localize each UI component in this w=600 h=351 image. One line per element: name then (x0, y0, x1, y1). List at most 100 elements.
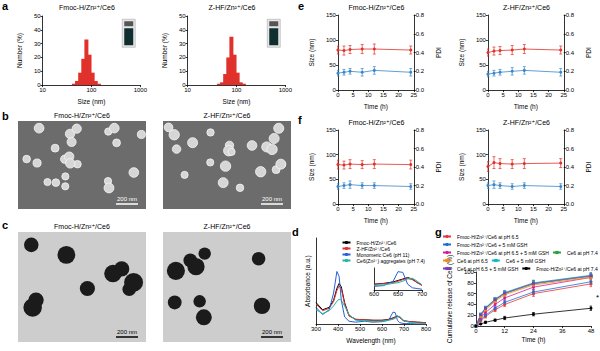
svg-text:Z-HF/Zn²⁺/Ce6: Z-HF/Zn²⁺/Ce6 (503, 4, 550, 11)
svg-text:15: 15 (380, 206, 387, 212)
svg-text:50: 50 (34, 13, 41, 19)
svg-text:Size (nm): Size (nm) (458, 39, 466, 67)
svg-text:10: 10 (365, 92, 372, 98)
svg-text:300: 300 (311, 326, 322, 332)
svg-text:200 nm: 200 nm (117, 196, 137, 202)
svg-text:Ce6 at pH 6.5: Ce6 at pH 6.5 (457, 258, 488, 264)
svg-text:0.2: 0.2 (416, 68, 425, 74)
svg-text:Time (h): Time (h) (514, 217, 538, 225)
svg-text:10: 10 (184, 87, 191, 93)
svg-text:20: 20 (545, 206, 552, 212)
svg-text:20: 20 (179, 54, 186, 60)
svg-text:0.0: 0.0 (416, 87, 425, 93)
svg-text:50: 50 (479, 176, 486, 182)
svg-text:500: 500 (355, 326, 366, 332)
svg-text:0.0: 0.0 (566, 201, 575, 207)
svg-text:80: 80 (467, 280, 474, 286)
svg-text:0: 0 (486, 206, 490, 212)
svg-text:100: 100 (326, 152, 337, 158)
svg-text:Size (nm): Size (nm) (308, 153, 316, 181)
svg-text:0.6: 0.6 (416, 31, 425, 37)
svg-text:1000: 1000 (134, 87, 148, 93)
svg-text:Fmoc-H/Zn²⁺/Ce6 + 5 mM GSH: Fmoc-H/Zn²⁺/Ce6 + 5 mM GSH (457, 242, 528, 248)
svg-text:20: 20 (34, 54, 41, 60)
svg-text:Time (h): Time (h) (521, 336, 545, 344)
svg-text:5: 5 (351, 206, 355, 212)
svg-text:Fmoc-H/Zn²⁺/Ce6 at pH 6.5: Fmoc-H/Zn²⁺/Ce6 at pH 6.5 (457, 234, 519, 240)
svg-text:0: 0 (486, 92, 490, 98)
svg-text:48: 48 (588, 328, 595, 334)
svg-text:Number (%): Number (%) (16, 33, 24, 68)
svg-text:25: 25 (560, 92, 567, 98)
svg-text:0.0: 0.0 (566, 87, 575, 93)
svg-text:100: 100 (86, 87, 97, 93)
svg-text:0.8: 0.8 (416, 127, 425, 133)
svg-text:40: 40 (179, 27, 186, 33)
svg-text:15: 15 (380, 92, 387, 98)
svg-text:50: 50 (179, 13, 186, 19)
svg-text:Ce6 + 5 mM GSH: Ce6 + 5 mM GSH (506, 258, 546, 264)
svg-text:600: 600 (369, 291, 380, 297)
svg-text:100: 100 (326, 37, 337, 43)
svg-text:0.4: 0.4 (416, 164, 425, 170)
svg-text:0: 0 (336, 92, 340, 98)
svg-text:Absorbance (a.u.): Absorbance (a.u.) (304, 255, 312, 307)
svg-text:700: 700 (399, 326, 410, 332)
svg-text:0.8: 0.8 (566, 12, 575, 18)
svg-text:200 nm: 200 nm (117, 329, 137, 335)
svg-text:0.6: 0.6 (566, 31, 575, 37)
svg-text:400: 400 (333, 326, 344, 332)
svg-text:Ce6(Zn²⁺) aggregates (pH 7.4): Ce6(Zn²⁺) aggregates (pH 7.4) (356, 258, 425, 264)
svg-text:Fmoc-H/Zn²⁺/Ce6: Fmoc-H/Zn²⁺/Ce6 (349, 4, 405, 11)
svg-text:Time (h): Time (h) (364, 217, 388, 225)
svg-text:0.4: 0.4 (566, 50, 575, 56)
svg-text:Fmoc-H/Zn²⁺/Ce6: Fmoc-H/Zn²⁺/Ce6 (59, 4, 115, 11)
svg-text:100: 100 (476, 152, 487, 158)
svg-text:PDI: PDI (435, 161, 442, 172)
svg-text:0: 0 (474, 328, 478, 334)
svg-text:1000: 1000 (279, 87, 293, 93)
svg-text:30: 30 (34, 41, 41, 47)
svg-text:30: 30 (179, 41, 186, 47)
svg-text:10: 10 (39, 87, 46, 93)
svg-text:0: 0 (336, 206, 340, 212)
svg-text:*: * (596, 293, 599, 302)
svg-text:200 nm: 200 nm (262, 196, 282, 202)
svg-text:0.2: 0.2 (566, 68, 575, 74)
svg-text:36: 36 (559, 328, 566, 334)
svg-text:60: 60 (467, 291, 474, 297)
svg-text:PDI: PDI (435, 47, 442, 58)
svg-text:0.0: 0.0 (416, 201, 425, 207)
svg-text:Fmoc-H/Zn²⁺/Ce6 at pH 7.4: Fmoc-H/Zn²⁺/Ce6 at pH 7.4 (536, 266, 598, 272)
svg-text:20: 20 (545, 92, 552, 98)
svg-text:10: 10 (179, 68, 186, 74)
svg-text:25: 25 (560, 206, 567, 212)
svg-text:Size (nm): Size (nm) (78, 98, 106, 106)
svg-text:0.2: 0.2 (416, 183, 425, 189)
svg-text:20: 20 (395, 92, 402, 98)
svg-text:15: 15 (530, 206, 537, 212)
svg-text:Size (nm): Size (nm) (308, 39, 316, 67)
svg-text:20: 20 (467, 312, 474, 318)
svg-text:10: 10 (515, 92, 522, 98)
svg-text:Fmoc-H/Zn²⁺/Ce6: Fmoc-H/Zn²⁺/Ce6 (349, 119, 405, 126)
svg-text:25: 25 (410, 206, 417, 212)
svg-text:10: 10 (34, 68, 41, 74)
svg-text:Wavelength (nm): Wavelength (nm) (346, 337, 395, 345)
svg-text:Time (h): Time (h) (364, 103, 388, 111)
svg-text:40: 40 (467, 301, 474, 307)
svg-text:0.2: 0.2 (566, 183, 575, 189)
svg-text:Size (nm): Size (nm) (458, 153, 466, 181)
svg-text:50: 50 (329, 176, 336, 182)
svg-text:650: 650 (393, 291, 404, 297)
svg-text:0.8: 0.8 (416, 12, 425, 18)
svg-text:800: 800 (421, 326, 432, 332)
svg-text:600: 600 (377, 326, 388, 332)
svg-text:700: 700 (417, 291, 428, 297)
svg-text:15: 15 (530, 92, 537, 98)
svg-text:150: 150 (476, 12, 487, 18)
svg-text:0.6: 0.6 (566, 146, 575, 152)
svg-text:20: 20 (395, 206, 402, 212)
svg-text:0.8: 0.8 (566, 127, 575, 133)
svg-text:Ce6 at pH 7.4: Ce6 at pH 7.4 (567, 250, 598, 256)
